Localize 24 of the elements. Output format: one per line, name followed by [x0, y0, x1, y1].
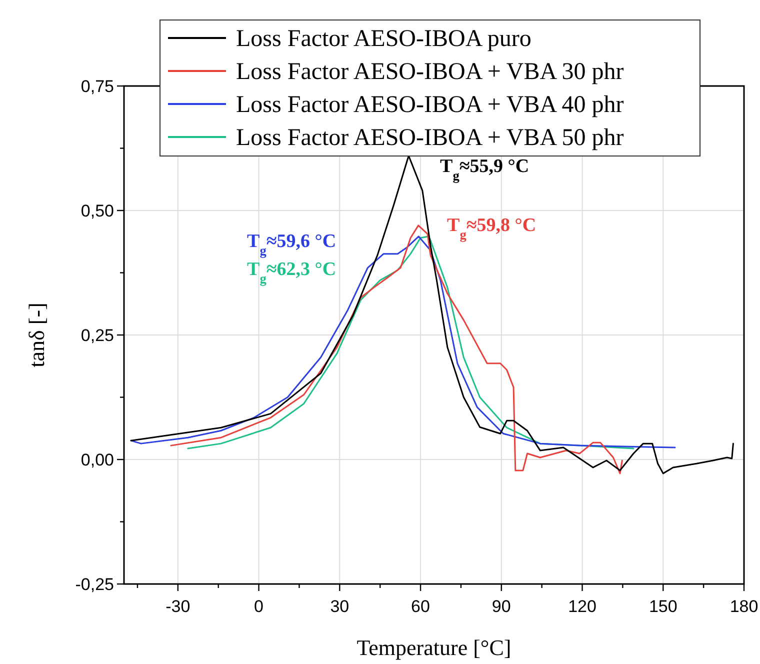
legend-label: Loss Factor AESO-IBOA + VBA 30 phr [236, 59, 624, 85]
x-tick-label: -30 [166, 597, 190, 616]
x-tick-label: 60 [411, 597, 430, 616]
x-tick-label: 120 [568, 597, 596, 616]
legend-label: Loss Factor AESO-IBOA puro [236, 26, 532, 52]
annotation: T$_{g}$≈55,9 °C [440, 156, 530, 182]
y-axis-title: tanδ [-] [24, 302, 49, 368]
legend-label: Loss Factor AESO-IBOA + VBA 50 phr [236, 125, 624, 151]
x-tick-label: 30 [330, 597, 350, 616]
legend-label: Loss Factor AESO-IBOA + VBA 40 phr [236, 92, 624, 118]
y-tick-label: 0,50 [80, 202, 114, 220]
x-tick-label: 0 [254, 597, 264, 616]
line-series [130, 154, 734, 474]
x-tick-label: 90 [492, 597, 511, 616]
annotation: T$_{g}$≈62,3 °C [247, 259, 336, 286]
x-axis-title: Temperature [°C] [356, 635, 512, 660]
x-tick-label: 150 [648, 597, 678, 616]
y-tick-label: 0,25 [80, 326, 114, 345]
y-tick-label: 0,00 [80, 450, 114, 470]
x-tick-label: 180 [730, 597, 758, 616]
y-tick-label: -0,25 [75, 575, 114, 594]
annotation: T$_{g}$≈59,8 °C [447, 215, 536, 242]
annotation: T$_{g}$≈59,6 °C [247, 231, 336, 258]
y-tick-label: 0,75 [80, 77, 114, 96]
